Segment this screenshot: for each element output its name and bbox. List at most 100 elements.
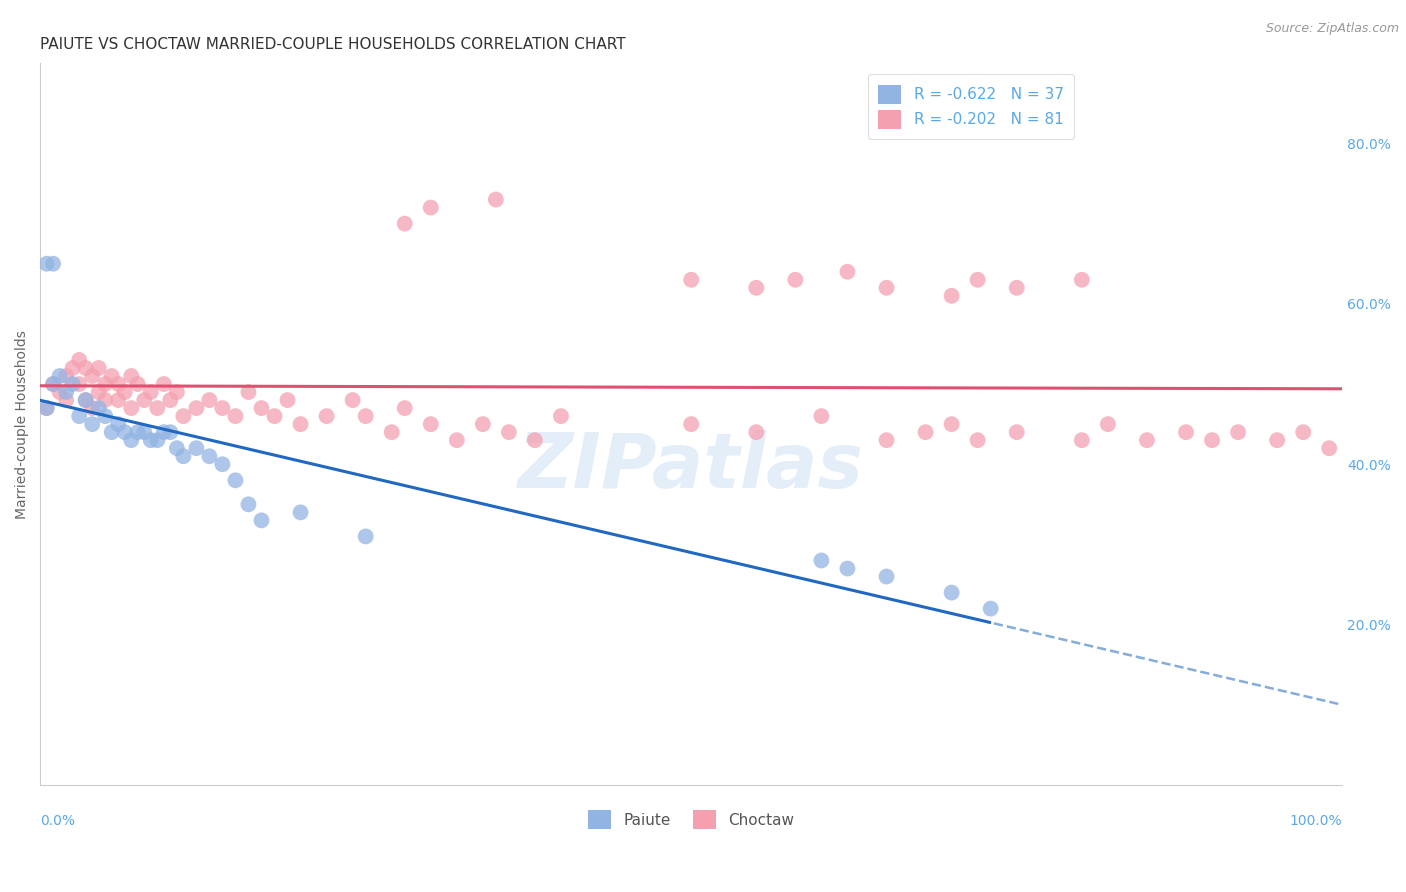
Point <box>315 409 337 424</box>
Point <box>471 417 494 431</box>
Point <box>550 409 572 424</box>
Point <box>1070 273 1092 287</box>
Point <box>87 401 110 416</box>
Point <box>67 409 90 424</box>
Point <box>114 385 136 400</box>
Point <box>1227 425 1250 439</box>
Point <box>681 273 703 287</box>
Point <box>159 425 181 439</box>
Point <box>139 433 162 447</box>
Point <box>186 441 208 455</box>
Point <box>941 289 963 303</box>
Point <box>876 433 898 447</box>
Point <box>419 417 441 431</box>
Point <box>127 425 149 439</box>
Point <box>785 273 807 287</box>
Point <box>75 393 97 408</box>
Text: Source: ZipAtlas.com: Source: ZipAtlas.com <box>1265 22 1399 36</box>
Point <box>55 393 77 408</box>
Point <box>394 217 416 231</box>
Point <box>966 273 988 287</box>
Point <box>290 417 312 431</box>
Point <box>42 257 65 271</box>
Point <box>107 377 129 392</box>
Point <box>1005 425 1028 439</box>
Point <box>134 425 156 439</box>
Point <box>134 393 156 408</box>
Point <box>681 417 703 431</box>
Point <box>941 585 963 599</box>
Point <box>238 385 260 400</box>
Text: ZIPatlas: ZIPatlas <box>519 431 865 505</box>
Point <box>276 393 298 408</box>
Point <box>172 449 194 463</box>
Point <box>146 433 169 447</box>
Point <box>127 377 149 392</box>
Point <box>82 369 104 384</box>
Point <box>876 569 898 583</box>
Point <box>75 361 97 376</box>
Point <box>55 385 77 400</box>
Point <box>1136 433 1159 447</box>
Point <box>48 385 70 400</box>
Point <box>342 393 364 408</box>
Point <box>1292 425 1315 439</box>
Point <box>198 449 221 463</box>
Point <box>966 433 988 447</box>
Point <box>67 353 90 368</box>
Point <box>146 401 169 416</box>
Point <box>745 281 768 295</box>
Point <box>1265 433 1288 447</box>
Point <box>166 441 188 455</box>
Legend: Paiute, Choctaw: Paiute, Choctaw <box>582 805 800 835</box>
Point <box>745 425 768 439</box>
Point <box>120 369 142 384</box>
Point <box>1317 441 1340 455</box>
Point <box>94 377 117 392</box>
Point <box>290 505 312 519</box>
Point <box>100 369 122 384</box>
Point <box>250 401 273 416</box>
Point <box>263 409 285 424</box>
Point <box>980 601 1002 615</box>
Point <box>381 425 404 439</box>
Point <box>153 425 176 439</box>
Point <box>224 409 246 424</box>
Point <box>67 377 90 392</box>
Point <box>1175 425 1198 439</box>
Point <box>120 433 142 447</box>
Point <box>94 409 117 424</box>
Point <box>186 401 208 416</box>
Point <box>810 409 832 424</box>
Y-axis label: Married-couple Households: Married-couple Households <box>15 330 30 518</box>
Point <box>198 393 221 408</box>
Point <box>1005 281 1028 295</box>
Point <box>139 385 162 400</box>
Point <box>419 201 441 215</box>
Point <box>211 401 233 416</box>
Point <box>354 529 377 543</box>
Point <box>485 193 508 207</box>
Point <box>87 385 110 400</box>
Point <box>75 393 97 408</box>
Point <box>876 281 898 295</box>
Point <box>166 385 188 400</box>
Point <box>48 369 70 384</box>
Point <box>159 393 181 408</box>
Point <box>837 561 859 575</box>
Point <box>810 553 832 567</box>
Point <box>837 265 859 279</box>
Point <box>523 433 546 447</box>
Point <box>172 409 194 424</box>
Point <box>941 417 963 431</box>
Point <box>394 401 416 416</box>
Point <box>224 473 246 487</box>
Text: 100.0%: 100.0% <box>1289 814 1343 828</box>
Point <box>42 377 65 392</box>
Point <box>35 257 58 271</box>
Point <box>446 433 468 447</box>
Point <box>1070 433 1092 447</box>
Text: PAIUTE VS CHOCTAW MARRIED-COUPLE HOUSEHOLDS CORRELATION CHART: PAIUTE VS CHOCTAW MARRIED-COUPLE HOUSEHO… <box>41 37 626 53</box>
Point <box>1097 417 1119 431</box>
Point <box>354 409 377 424</box>
